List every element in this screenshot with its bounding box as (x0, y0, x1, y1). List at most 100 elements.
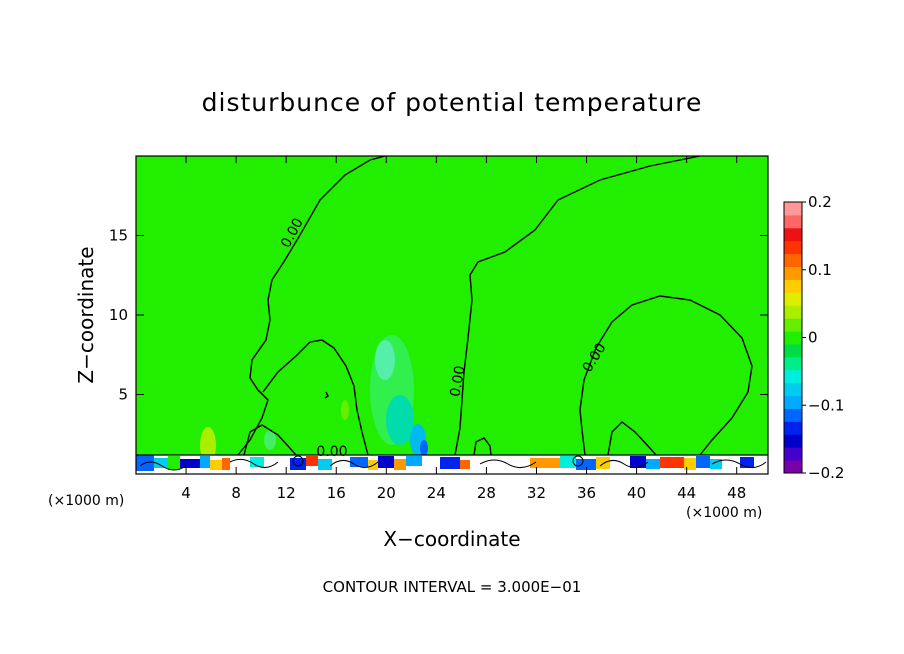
surface-patch (710, 459, 722, 469)
x-unit-label-right: (×1000 m) (686, 505, 762, 521)
surface-patch (646, 459, 660, 469)
surface-patch (210, 460, 222, 470)
x-axis: 4 8 12 16 20 24 28 32 36 40 44 48 (181, 156, 746, 502)
colorbar-swatch (784, 202, 802, 216)
surface-patch (394, 459, 406, 470)
surface-patch (154, 458, 168, 468)
colorbar-swatch (784, 382, 802, 397)
surface-patch (576, 459, 596, 470)
surface-layer (136, 454, 768, 474)
surface-patch (696, 456, 710, 468)
heatmap-field-background (136, 156, 768, 474)
y-axis: 5 10 15 (109, 227, 768, 404)
colorbar-swatch (784, 253, 802, 268)
colorbar-swatch (784, 331, 802, 345)
colorbar-tick-label: −0.1 (808, 396, 844, 414)
x-tick-label: 4 (181, 484, 191, 502)
contour-label: 0.00 (316, 444, 347, 460)
contour-line (579, 295, 753, 456)
colorbar-swatch (784, 343, 802, 358)
y-axis-label: Z−coordinate (74, 246, 98, 383)
contour-line (324, 391, 329, 399)
x-tick-label: 12 (277, 484, 296, 502)
colorbar-swatch (784, 279, 802, 293)
colorbar-swatch (784, 292, 802, 306)
colorbar-swatch (784, 227, 802, 242)
surface-patch (406, 456, 422, 466)
surface-patch (740, 457, 754, 468)
colorbar-swatch (784, 395, 802, 409)
x-tick-label: 28 (477, 484, 496, 502)
colorbar-swatch (784, 240, 802, 255)
y-tick-label: 10 (109, 306, 128, 324)
colorbar-swatch (784, 434, 802, 448)
surface-patch (168, 456, 180, 470)
colorbar: 0.2 0.1 0 −0.1 −0.2 (783, 193, 844, 482)
anomaly-patch (375, 340, 395, 380)
colorbar-tick-label: 0.2 (808, 193, 832, 211)
surface-contour (139, 458, 767, 471)
plot-area: 0.00 0.00 0.00 0.00 (136, 156, 768, 474)
x-tick-label: 20 (377, 484, 396, 502)
anomaly-patches (200, 335, 428, 463)
x-axis-label: X−coordinate (383, 527, 520, 551)
contour-line (237, 156, 386, 456)
surface-patch (460, 460, 470, 469)
colorbar-swatch (784, 356, 802, 371)
anomaly-patch (341, 400, 349, 420)
contour-line (243, 424, 297, 456)
surface-contour (572, 455, 584, 467)
colorbar-swatch (784, 305, 802, 319)
colorbar-swatch (784, 369, 802, 384)
surface-patch (250, 457, 264, 467)
x-tick-label: 16 (327, 484, 346, 502)
colorbar-swatch (784, 408, 802, 422)
chart-title: disturbunce of potential temperature (202, 88, 703, 117)
zero-contours (237, 156, 753, 456)
anomaly-patch (420, 440, 428, 456)
colorbar-tick-label: 0 (808, 329, 818, 347)
contour-line (262, 339, 369, 456)
anomaly-patch (386, 395, 414, 445)
surface-patch (660, 457, 684, 468)
contour-label: 0.00 (447, 365, 468, 398)
anomaly-patch (264, 430, 276, 450)
colorbar-swatch (784, 266, 802, 280)
colorbar-swatch (784, 421, 802, 435)
colorbar-swatch (784, 318, 802, 332)
surface-patch (200, 456, 210, 468)
colorbar-swatch (784, 214, 802, 229)
colorbar-swatch (784, 447, 802, 461)
contour-line (607, 421, 657, 456)
colorbar-tick-label: −0.2 (808, 464, 844, 482)
y-tick-label: 5 (118, 386, 128, 404)
x-tick-label: 36 (577, 484, 596, 502)
x-tick-label: 8 (231, 484, 241, 502)
surface-patch (684, 458, 696, 470)
x-unit-label-left: (×1000 m) (48, 493, 124, 509)
y-tick-label: 15 (109, 227, 128, 245)
anomaly-patch (200, 427, 216, 463)
surface-patch (350, 457, 368, 467)
contour-line (473, 437, 492, 456)
surface-patch (440, 457, 460, 469)
colorbar-swatch (784, 460, 802, 474)
surface-patch (306, 456, 318, 466)
x-tick-label: 32 (527, 484, 546, 502)
surface-patch (560, 456, 576, 468)
surface-patch (378, 456, 394, 468)
x-tick-label: 44 (677, 484, 696, 502)
x-tick-label: 24 (427, 484, 446, 502)
x-tick-label: 48 (727, 484, 746, 502)
surface-patch (180, 459, 200, 468)
surface-contour (292, 455, 304, 467)
contour-interval-note: CONTOUR INTERVAL = 3.000E−01 (323, 578, 582, 596)
colorbar-tick-label: 0.1 (808, 261, 832, 279)
contour-line (454, 156, 701, 456)
surface-patch (290, 458, 306, 470)
surface-patch (222, 458, 230, 470)
x-tick-label: 40 (627, 484, 646, 502)
surface-patch (630, 456, 646, 468)
surface-patch (530, 458, 560, 468)
